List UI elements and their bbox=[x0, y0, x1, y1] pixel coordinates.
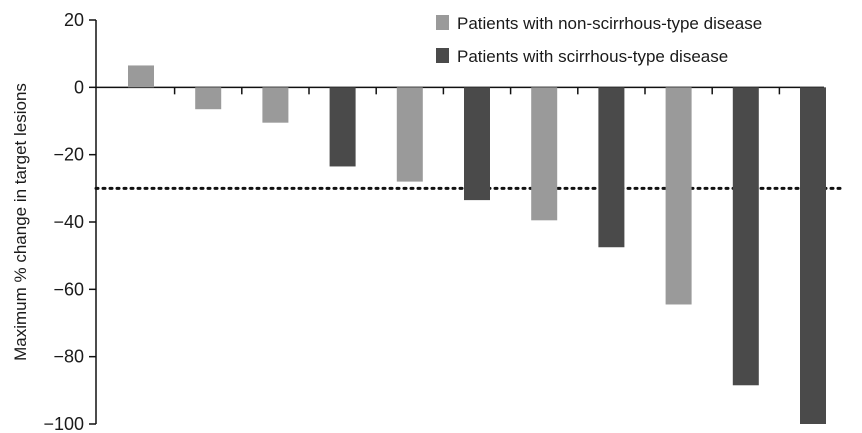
legend: Patients with non-scirrhous-type disease… bbox=[436, 14, 762, 66]
bar-1 bbox=[128, 65, 154, 88]
bar-9 bbox=[665, 87, 692, 305]
tick-labels-layer: 20 0 −20 −40 −60 −80 −100 bbox=[43, 10, 84, 433]
legend-swatch-scirrhous bbox=[436, 48, 449, 63]
legend-label-scirrhous: Patients with scirrhous-type disease bbox=[457, 47, 728, 66]
y-axis-label: Maximum % change in target lesions bbox=[11, 83, 30, 361]
legend-swatch-non-scirrhous bbox=[436, 15, 449, 30]
y-tick-label: 0 bbox=[74, 77, 84, 97]
bar-4 bbox=[329, 87, 356, 167]
y-tick-label: −100 bbox=[43, 414, 84, 433]
bar-8 bbox=[598, 87, 625, 248]
bar-3 bbox=[262, 87, 289, 123]
bar-11 bbox=[800, 87, 826, 424]
y-tick-label: −80 bbox=[53, 347, 84, 367]
y-tick-label: −20 bbox=[53, 145, 84, 165]
y-tick-label: −60 bbox=[53, 279, 84, 299]
y-tick-label: 20 bbox=[64, 10, 84, 30]
bar-7 bbox=[531, 87, 558, 221]
bars-layer bbox=[128, 65, 826, 424]
axes-layer bbox=[89, 19, 842, 425]
y-tick-label: −40 bbox=[53, 212, 84, 232]
bar-5 bbox=[396, 87, 423, 182]
bar-6 bbox=[464, 87, 490, 201]
bar-10 bbox=[732, 87, 759, 386]
legend-label-non-scirrhous: Patients with non-scirrhous-type disease bbox=[457, 14, 762, 33]
bar-2 bbox=[195, 87, 222, 110]
